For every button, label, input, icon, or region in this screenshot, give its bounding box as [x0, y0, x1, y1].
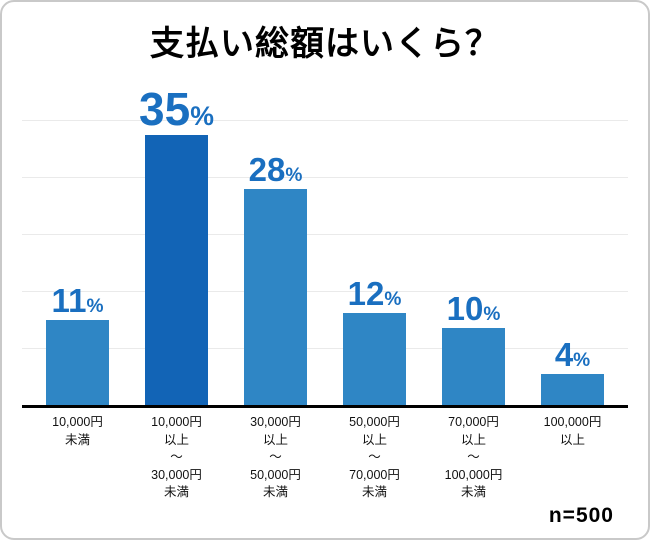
chart-title: 支払い総額はいくら？ — [150, 25, 500, 63]
bar-column: 11% — [28, 67, 127, 405]
bar-columns: 11% 35% 28% 12% 10% 4% — [28, 67, 622, 405]
value-label: 35% — [139, 83, 214, 136]
value-label: 11% — [51, 282, 104, 320]
gridlines — [22, 120, 628, 405]
x-tick-label: 30,000円 以上 ～ 50,000円 未満 — [250, 415, 301, 499]
bar-column: 35% — [127, 67, 226, 405]
value-label: 4% — [554, 336, 591, 374]
x-tick-label: 100,000円 以上 — [543, 415, 602, 447]
sample-size-label: n=500 — [548, 504, 614, 527]
x-tick-label: 10,000円 以上 ～ 30,000円 未満 — [151, 415, 202, 499]
bar — [441, 328, 506, 405]
bar-column: 4% — [523, 67, 622, 405]
bar-column: 12% — [325, 67, 424, 405]
x-axis-line — [22, 405, 628, 408]
x-axis-labels: 10,000円 未満 10,000円 以上 ～ 30,000円 未満 30,000円… — [28, 408, 622, 502]
value-label: 12% — [347, 274, 402, 312]
x-tick-label: 50,000円 以上 ～ 70,000円 未満 — [349, 415, 400, 499]
value-label: 10% — [446, 290, 501, 327]
bar — [540, 374, 605, 405]
plot-area: 11% 35% 28% 12% 10% 4% — [22, 67, 628, 405]
value-label: 28% — [248, 151, 303, 189]
bar — [45, 320, 110, 405]
x-tick-label: 70,000円 以上 ～ 100,000円 未満 — [444, 415, 503, 499]
bar — [144, 135, 209, 405]
x-tick-label: 10,000円 未満 — [52, 415, 103, 447]
bar-column: 10% — [424, 67, 523, 405]
bar — [243, 189, 308, 405]
bar — [342, 312, 407, 405]
bar-column: 28% — [226, 67, 325, 405]
